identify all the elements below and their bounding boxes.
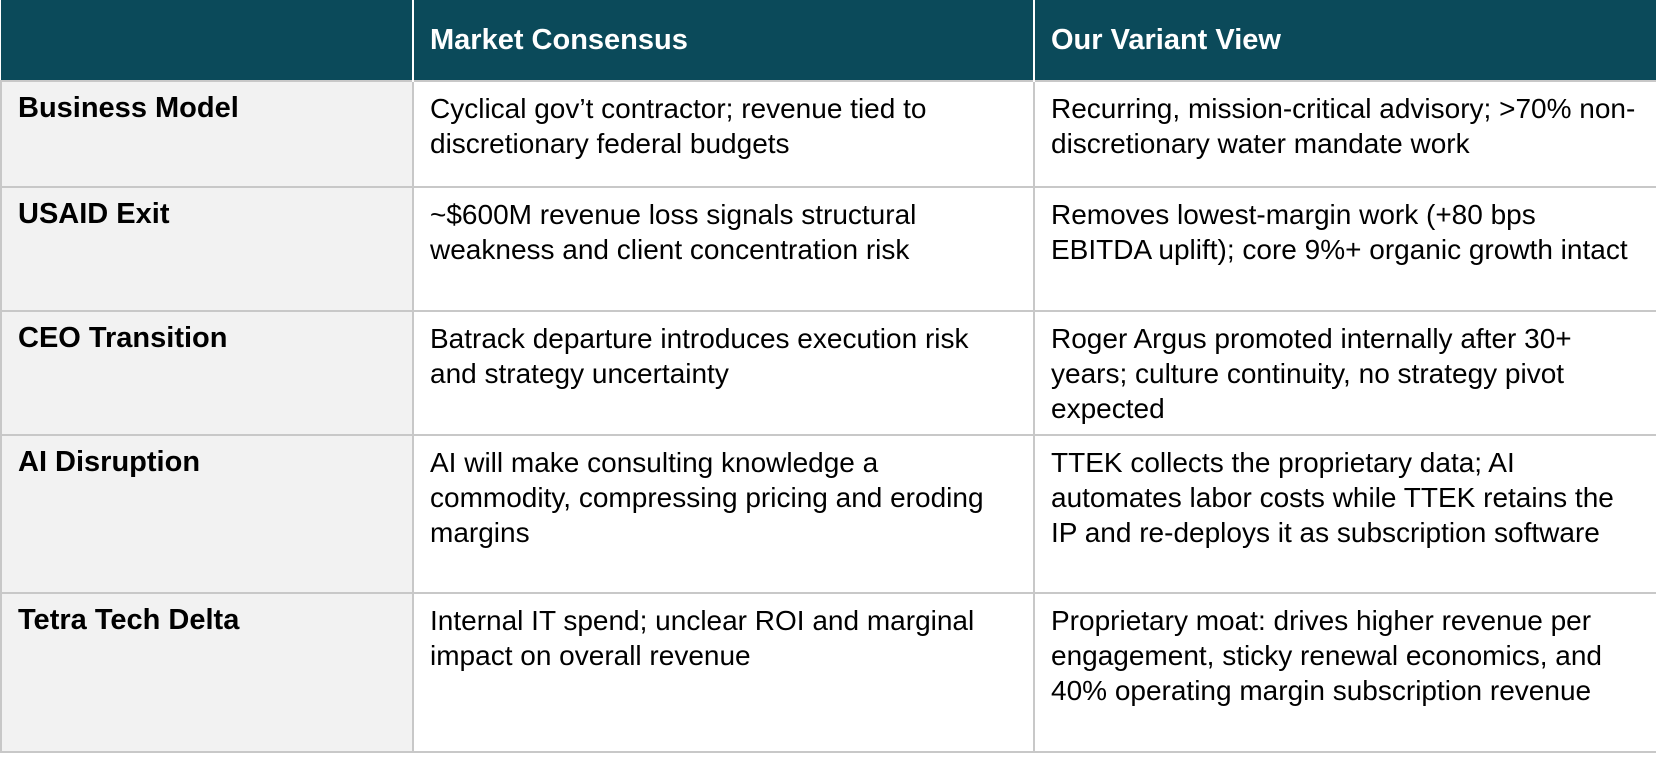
header-row: Market Consensus Our Variant View xyxy=(1,0,1656,81)
header-cell-variant-view: Our Variant View xyxy=(1034,0,1656,81)
header-cell-market-consensus: Market Consensus xyxy=(413,0,1035,81)
consensus-cell: Internal IT spend; unclear ROI and margi… xyxy=(412,592,1035,753)
table-row: CEO Transition Batrack departure introdu… xyxy=(0,310,1656,436)
row-label: CEO Transition xyxy=(0,310,414,436)
variant-cell: Removes lowest-margin work (+80 bps EBIT… xyxy=(1033,186,1656,312)
variant-cell: TTEK collects the proprietary data; AI a… xyxy=(1033,434,1656,594)
consensus-cell: ~$600M revenue loss signals structural w… xyxy=(412,186,1035,312)
header-cell-topic xyxy=(1,0,414,81)
table-body: Business Model Cyclical gov’t contractor… xyxy=(0,80,1656,753)
consensus-cell: AI will make consulting knowledge a comm… xyxy=(412,434,1035,594)
table-row: Business Model Cyclical gov’t contractor… xyxy=(0,80,1656,188)
table-row: AI Disruption AI will make consulting kn… xyxy=(0,434,1656,594)
table-row: USAID Exit ~$600M revenue loss signals s… xyxy=(0,186,1656,312)
row-label: Tetra Tech Delta xyxy=(0,592,414,753)
variant-cell: Proprietary moat: drives higher revenue … xyxy=(1033,592,1656,753)
row-label: Business Model xyxy=(0,80,414,188)
table-header: Market Consensus Our Variant View xyxy=(1,0,1656,81)
row-label: USAID Exit xyxy=(0,186,414,312)
table-row: Tetra Tech Delta Internal IT spend; uncl… xyxy=(0,592,1656,753)
consensus-cell: Cyclical gov’t contractor; revenue tied … xyxy=(412,80,1035,188)
variant-cell: Recurring, mission-critical advisory; >7… xyxy=(1033,80,1656,188)
row-label: AI Disruption xyxy=(0,434,414,594)
variant-cell: Roger Argus promoted internally after 30… xyxy=(1033,310,1656,436)
consensus-cell: Batrack departure introduces execution r… xyxy=(412,310,1035,436)
